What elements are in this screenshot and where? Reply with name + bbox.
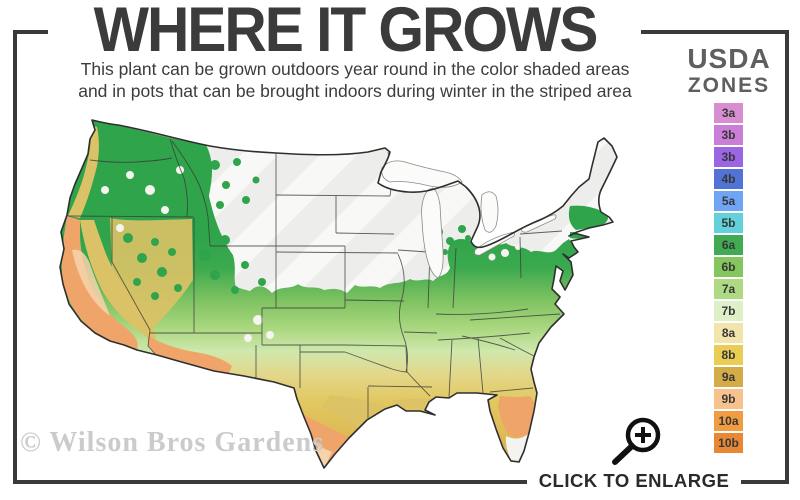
california-valley-peach — [72, 249, 110, 316]
frame-left — [13, 30, 17, 484]
south-texas-salmon — [302, 414, 350, 468]
frame-bottom-left — [13, 480, 527, 484]
click-to-enlarge-button[interactable]: CLICK TO ENLARGE — [538, 470, 730, 491]
watermark: © Wilson Bros Gardens — [20, 427, 325, 458]
frame-right — [785, 30, 789, 484]
florida-salmon — [498, 396, 534, 437]
zone-swatch-10b: 10b — [714, 433, 743, 453]
great-lakes — [381, 160, 557, 279]
lake-huron — [480, 191, 499, 233]
subtitle-line1: This plant can be grown outdoors year ro… — [80, 59, 630, 79]
zone-swatch-8a: 8a — [714, 323, 743, 343]
subtitle: This plant can be grown outdoors year ro… — [45, 58, 665, 102]
zone-swatch-8b: 8b — [714, 345, 743, 365]
zone-swatch-7b: 7b — [714, 301, 743, 321]
zone-swatch-6b: 6b — [714, 257, 743, 277]
zone-swatch-3a: 3a — [714, 103, 743, 123]
california-salmon — [61, 216, 138, 350]
us-outline — [59, 119, 618, 469]
zone-swatch-3b: 3b — [714, 125, 743, 145]
lake-superior — [381, 160, 463, 188]
frame-top-left — [13, 30, 48, 34]
frame-top-right — [641, 30, 789, 34]
usda-zones-legend: USDA ZONES — [664, 44, 794, 98]
pnw-coast-gold — [68, 125, 99, 218]
zone-swatch-5a: 5a — [714, 191, 743, 211]
zone-swatch-9b: 9b — [714, 389, 743, 409]
zone-swatch-9a: 9a — [714, 367, 743, 387]
new-england-green-patch — [568, 205, 608, 230]
zone-swatch-5b: 5b — [714, 213, 743, 233]
frame-bottom-right — [741, 480, 789, 484]
page-title: WHERE IT GROWS — [93, 0, 599, 66]
zone-swatch-10a: 10a — [714, 411, 743, 431]
legend-heading-zones: ZONES — [687, 74, 771, 97]
zone-swatch-6a: 6a — [714, 235, 743, 255]
hardy-color-field — [60, 120, 578, 468]
zone-list: 3a 3b 3b 4b 5a 5b 6a 6b 7a 7b 8a 8b 9a 9b 10a 10b — [714, 103, 743, 455]
white-speckles — [101, 166, 521, 342]
rockies-striped-hole — [209, 150, 347, 293]
state-borders — [67, 138, 563, 419]
zone-swatch-4b: 4b — [714, 169, 743, 189]
zone-swatch-3b: 3b — [714, 147, 743, 167]
subtitle-line2: and in pots that can be brought indoors … — [78, 81, 632, 101]
south-texas-peach-tip — [317, 446, 332, 468]
texas-gulf-gold — [322, 395, 390, 428]
zone-swatch-7a: 7a — [714, 279, 743, 299]
legend-heading-usda: USDA — [687, 43, 771, 74]
lake-michigan — [421, 187, 444, 279]
california-inland-gold — [80, 220, 156, 344]
magnifier-plus-icon[interactable] — [606, 412, 666, 468]
